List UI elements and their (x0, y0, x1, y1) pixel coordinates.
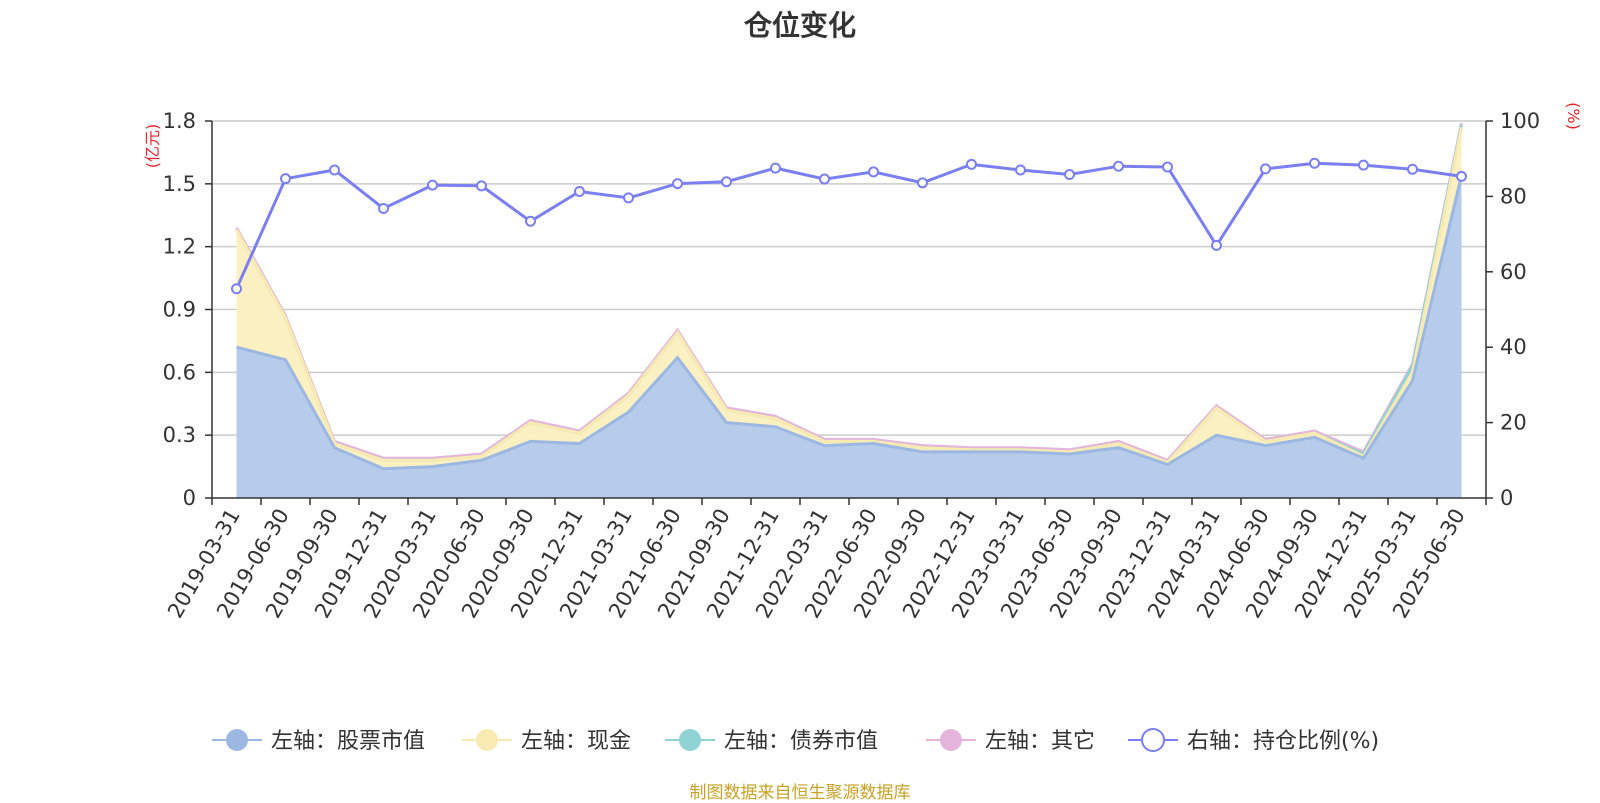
left-tick-label: 1.2 (163, 235, 196, 259)
ratio-point (1162, 161, 1173, 173)
left-axis-unit: (亿元) (143, 124, 162, 169)
right-tick-label: 40 (1500, 335, 1527, 359)
ratio-point (1064, 169, 1075, 181)
legend-bond[interactable]: 左轴：债券市值 (665, 729, 878, 754)
legend-other[interactable]: 左轴：其它 (926, 729, 1095, 754)
left-tick-label: 0.3 (163, 423, 196, 447)
chart-title: 仓位变化 (743, 9, 856, 42)
stacked-areas (235, 122, 1463, 499)
legend-swatch-marker (1141, 728, 1165, 752)
axes: 00.30.60.91.21.51.80204060801002019-03-3… (163, 109, 1541, 622)
cash-area-line (235, 127, 1463, 465)
ratio-point (378, 202, 389, 214)
ratio-point (1358, 159, 1369, 171)
left-tick-label: 0.9 (163, 298, 196, 322)
left-tick-label: 1.8 (163, 109, 196, 133)
grid-lines (212, 120, 1486, 436)
legend-swatch-marker (679, 729, 701, 751)
ratio-point (280, 173, 291, 185)
ratio-point (574, 185, 585, 197)
ratio-point (1309, 157, 1320, 169)
ratio-line-series (231, 157, 1467, 295)
ratio-point (1211, 239, 1222, 251)
ratio-point (672, 178, 683, 190)
ratio-point (1113, 160, 1124, 172)
left-tick-label: 0.6 (163, 360, 196, 384)
right-tick-label: 20 (1500, 411, 1527, 435)
legend-label: 左轴：股票市值 (271, 729, 425, 754)
left-tick-label: 0 (183, 486, 196, 510)
ratio-point (721, 176, 732, 188)
ratio-point (1015, 164, 1026, 176)
stock-value-area-line (236, 175, 1463, 471)
ratio-point (1260, 163, 1271, 175)
ratio-point (966, 158, 977, 170)
ratio-line (235, 161, 1462, 290)
legend-swatch-marker (940, 729, 962, 751)
legend-label: 左轴：债券市值 (724, 729, 878, 754)
right-tick-label: 100 (1500, 109, 1540, 133)
ratio-point (868, 166, 879, 178)
ratio-point (231, 283, 242, 295)
legend-swatch-marker (476, 729, 498, 751)
legend-ratio[interactable]: 右轴：持仓比例(%) (1128, 728, 1379, 754)
ratio-point (917, 177, 928, 189)
legend: 左轴：股票市值 左轴：现金 左轴：债券市值 左轴：其它 右轴：持仓比例(%) (212, 728, 1379, 754)
ratio-point (329, 164, 340, 176)
right-tick-label: 0 (1500, 486, 1513, 510)
ratio-point (1407, 163, 1418, 175)
other-area-line (235, 122, 1463, 463)
legend-label: 左轴：现金 (521, 729, 631, 754)
ratio-point (770, 162, 781, 174)
right-axis-unit: (%) (1564, 102, 1583, 130)
ratio-point (1456, 170, 1467, 182)
legend-cash[interactable]: 左轴：现金 (462, 729, 631, 754)
ratio-point (427, 179, 438, 191)
ratio-point (819, 173, 830, 185)
left-tick-label: 1.5 (163, 172, 196, 196)
legend-stock[interactable]: 左轴：股票市值 (212, 729, 425, 754)
legend-swatch-marker (226, 729, 248, 751)
ratio-point (525, 215, 536, 227)
stock-value-area (236, 175, 1462, 498)
ratio-point (476, 180, 487, 192)
data-source-note: 制图数据来自恒生聚源数据库 (689, 783, 911, 803)
ratio-point (623, 192, 634, 204)
legend-label: 右轴：持仓比例(%) (1187, 729, 1379, 754)
right-tick-label: 60 (1500, 260, 1527, 284)
legend-label: 左轴：其它 (985, 729, 1095, 754)
right-tick-label: 80 (1500, 184, 1527, 208)
